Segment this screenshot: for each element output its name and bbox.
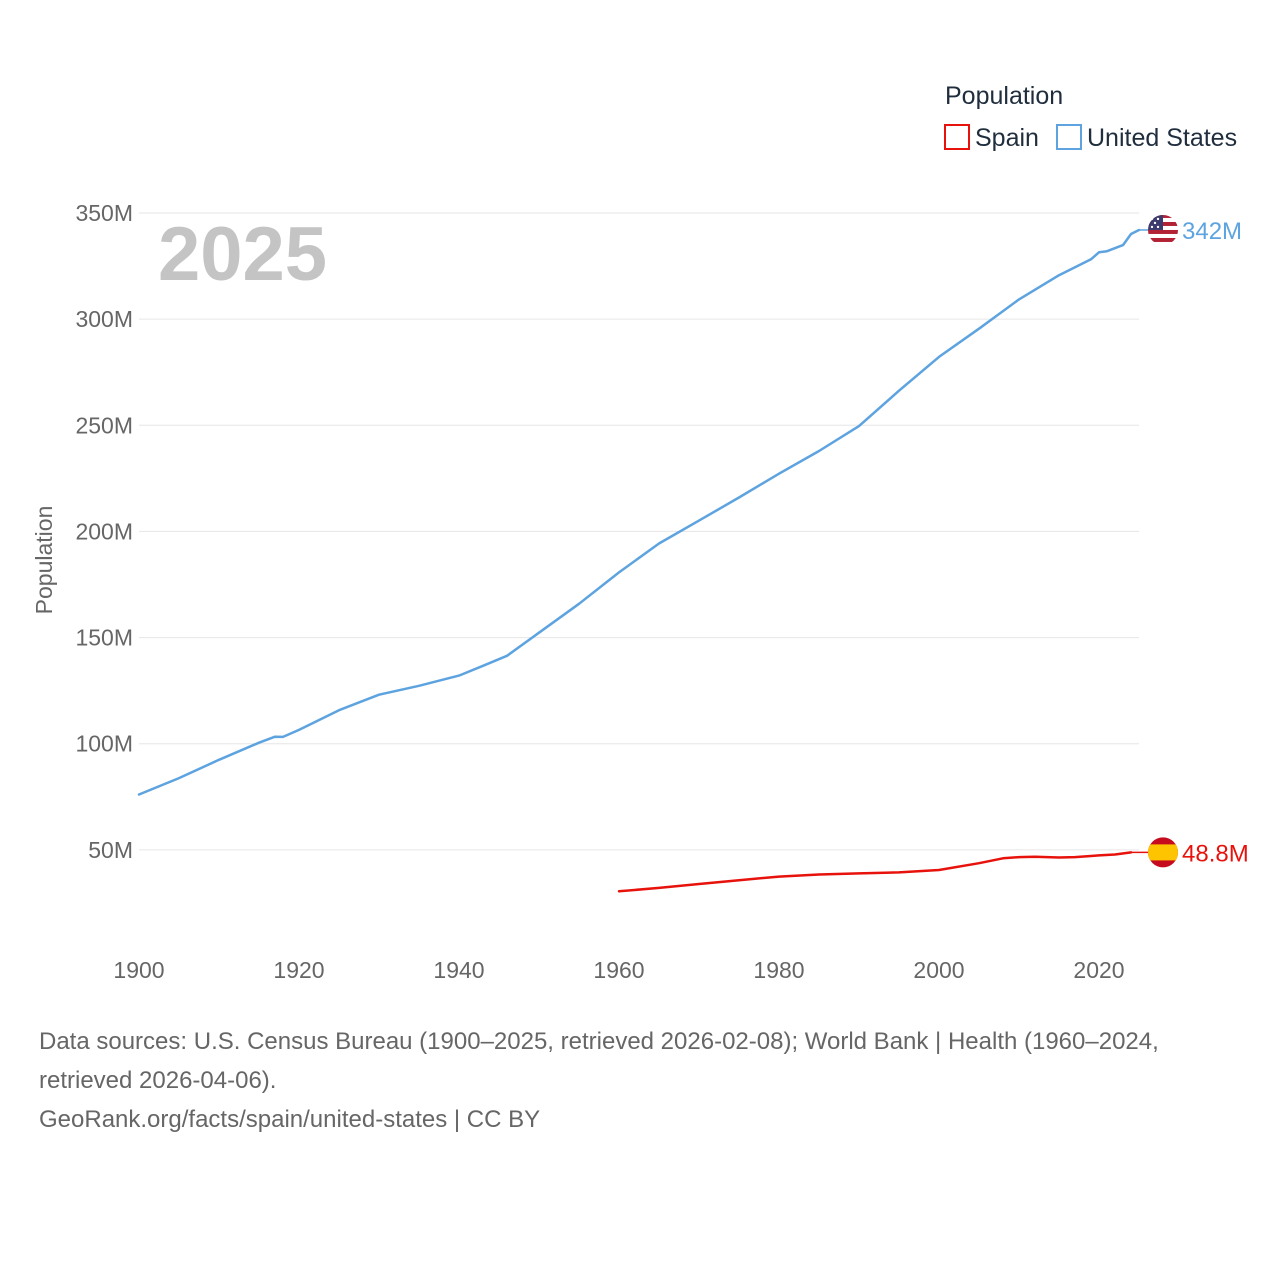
y-tick-label: 300M (75, 306, 133, 332)
y-tick-label: 200M (75, 518, 133, 544)
y-tick-label: 350M (75, 200, 133, 226)
spain-flag-icon (1148, 837, 1178, 868)
end-markers: 48.8M 342M (1131, 214, 1249, 868)
y-tick-label: 250M (75, 412, 133, 438)
x-tick-label: 2020 (1073, 957, 1124, 983)
x-tick-label: 2000 (913, 957, 964, 983)
x-tick-label: 1960 (593, 957, 644, 983)
population-chart: 50M 100M 150M 200M 250M 300M 350M 1900 1920 1940… (31, 82, 1249, 983)
legend-swatch-spain (944, 124, 970, 150)
legend-item-spain[interactable]: Spain (944, 124, 1039, 152)
y-axis: 50M 100M 150M 200M 250M 300M 350M (75, 200, 133, 863)
series-line-spain[interactable] (617, 851, 1133, 893)
x-axis: 1900 1920 1940 1960 1980 2000 2020 (113, 957, 1124, 983)
y-tick-label: 50M (88, 837, 133, 863)
series-layer (137, 228, 1141, 893)
y-axis-label: Population (31, 506, 57, 615)
y-tick-label: 150M (75, 625, 133, 651)
legend-label-united-states: United States (1087, 124, 1237, 152)
series-line-united-states[interactable] (137, 228, 1141, 796)
y-tick-label: 100M (75, 731, 133, 757)
x-tick-label: 1920 (273, 957, 324, 983)
x-tick-label: 1980 (753, 957, 804, 983)
legend-title: Population (945, 82, 1063, 110)
legend-label-spain: Spain (975, 124, 1039, 152)
legend: Population Spain United States (944, 82, 1237, 152)
attribution-link[interactable]: GeoRank.org/facts/spain/united-states | … (39, 1106, 541, 1133)
us-flag-icon (1148, 214, 1178, 245)
end-label-united-states: 342M (1182, 218, 1242, 245)
legend-swatch-united-states (1056, 124, 1082, 150)
end-label-spain: 48.8M (1182, 840, 1249, 867)
data-sources: Data sources: U.S. Census Bureau (1900–2… (39, 1028, 1159, 1094)
x-tick-label: 1900 (113, 957, 164, 983)
x-tick-label: 1940 (433, 957, 484, 983)
footer: Data sources: U.S. Census Bureau (1900–2… (39, 1022, 1249, 1139)
legend-item-united-states[interactable]: United States (1056, 124, 1237, 152)
gridlines (139, 212, 1139, 851)
year-watermark: 2025 (158, 212, 327, 297)
